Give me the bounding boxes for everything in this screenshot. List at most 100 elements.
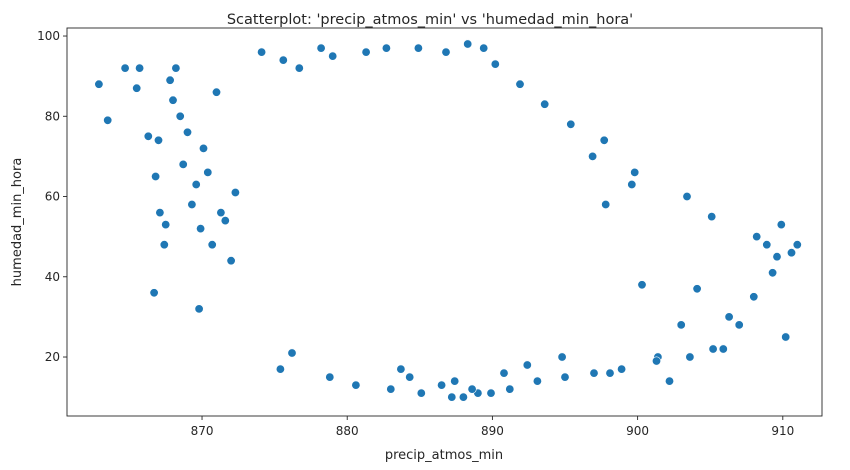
data-point xyxy=(207,240,217,250)
data-point xyxy=(718,344,728,354)
data-point xyxy=(386,384,396,394)
data-point xyxy=(682,192,692,202)
data-points xyxy=(94,39,802,402)
data-point xyxy=(557,352,567,362)
data-point xyxy=(325,372,335,382)
data-point xyxy=(155,208,165,218)
data-point xyxy=(199,143,209,153)
data-point xyxy=(416,388,426,398)
data-point xyxy=(749,292,759,302)
data-point xyxy=(154,135,164,145)
data-point xyxy=(458,392,468,402)
data-point xyxy=(463,39,473,49)
data-point xyxy=(505,384,515,394)
data-point xyxy=(589,368,599,378)
data-point xyxy=(135,63,145,73)
x-tick-label: 880 xyxy=(336,424,359,438)
data-point xyxy=(515,79,525,89)
x-tick-label: 890 xyxy=(481,424,504,438)
data-point xyxy=(601,200,611,210)
data-point xyxy=(776,220,786,230)
data-point xyxy=(651,356,661,366)
data-point xyxy=(151,172,161,182)
data-point xyxy=(294,63,304,73)
y-axis-ticks: 20 40 60 80 100 xyxy=(37,29,67,364)
data-point xyxy=(178,159,188,169)
x-tick-label: 870 xyxy=(191,424,214,438)
data-point xyxy=(171,63,181,73)
data-point xyxy=(762,240,772,250)
plot-frame xyxy=(66,27,823,417)
data-point xyxy=(328,51,338,61)
data-point xyxy=(490,59,500,69)
data-point xyxy=(792,240,802,250)
data-point xyxy=(588,151,598,161)
data-point xyxy=(287,348,297,358)
data-point xyxy=(599,135,609,145)
data-point xyxy=(396,364,406,374)
data-point xyxy=(168,95,178,105)
data-point xyxy=(532,376,542,386)
data-point xyxy=(143,131,153,141)
data-point xyxy=(486,388,496,398)
data-point xyxy=(316,43,326,53)
data-point xyxy=(165,75,175,85)
data-point xyxy=(187,200,197,210)
y-tick-label: 100 xyxy=(37,29,60,43)
data-point xyxy=(499,368,509,378)
data-point xyxy=(381,43,391,53)
data-point xyxy=(605,368,615,378)
x-tick-label: 910 xyxy=(771,424,794,438)
data-point xyxy=(230,188,240,198)
data-point xyxy=(216,208,226,218)
data-point xyxy=(161,220,171,230)
data-point xyxy=(103,115,113,125)
data-point xyxy=(220,216,230,226)
data-point xyxy=(566,119,576,129)
data-point xyxy=(405,372,415,382)
data-point xyxy=(617,364,627,374)
data-point xyxy=(226,256,236,266)
data-point xyxy=(132,83,142,93)
data-point xyxy=(194,304,204,314)
y-tick-label: 80 xyxy=(45,109,60,123)
data-point xyxy=(752,232,762,242)
data-point xyxy=(637,280,647,290)
data-point xyxy=(94,79,104,89)
data-point xyxy=(437,380,447,390)
data-point xyxy=(692,284,702,294)
data-point xyxy=(676,320,686,330)
data-point xyxy=(175,111,185,121)
data-point xyxy=(275,364,285,374)
data-point xyxy=(630,167,640,177)
data-point xyxy=(361,47,371,57)
data-point xyxy=(627,180,637,190)
data-point xyxy=(159,240,169,250)
data-point xyxy=(203,167,213,177)
data-point xyxy=(560,372,570,382)
data-point xyxy=(441,47,451,57)
data-point xyxy=(278,55,288,65)
data-point xyxy=(664,376,674,386)
data-point xyxy=(540,99,550,109)
data-point xyxy=(467,384,477,394)
data-point xyxy=(724,312,734,322)
x-axis-ticks: 870 880 890 900 910 xyxy=(191,416,794,438)
chart-title: Scatterplot: 'precip_atmos_min' vs 'hume… xyxy=(227,12,633,28)
data-point xyxy=(781,332,791,342)
data-point xyxy=(768,268,778,278)
data-point xyxy=(447,392,457,402)
x-tick-label: 900 xyxy=(626,424,649,438)
data-point xyxy=(450,376,460,386)
y-tick-label: 60 xyxy=(45,190,60,204)
data-point xyxy=(786,248,796,258)
data-point xyxy=(522,360,532,370)
data-point xyxy=(183,127,193,137)
data-point xyxy=(257,47,267,57)
data-point xyxy=(149,288,159,298)
data-point xyxy=(707,212,717,222)
data-point xyxy=(685,352,695,362)
data-point xyxy=(212,87,222,97)
data-point xyxy=(708,344,718,354)
data-point xyxy=(772,252,782,262)
